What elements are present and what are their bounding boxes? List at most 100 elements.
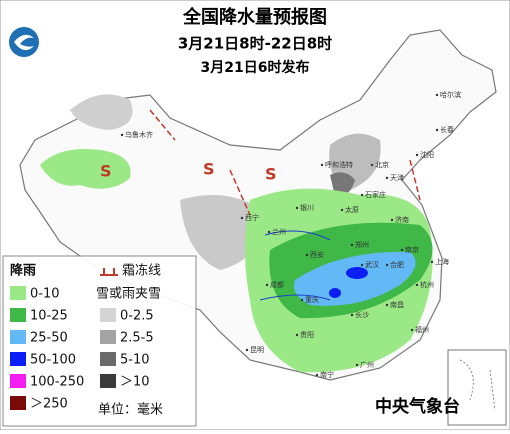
city-label: 天津 bbox=[390, 174, 404, 182]
city-dot bbox=[360, 263, 364, 267]
city-dot bbox=[340, 208, 344, 212]
city-dot bbox=[385, 303, 389, 307]
rain-area bbox=[346, 267, 368, 279]
frost-line bbox=[149, 109, 421, 216]
legend-label: 50-100 bbox=[30, 353, 76, 368]
city-dot bbox=[385, 176, 389, 180]
south-sea-inset bbox=[447, 349, 507, 426]
city-label: 呼和浩特 bbox=[325, 160, 353, 169]
city-dot bbox=[240, 216, 244, 220]
legend-label: 0-10 bbox=[30, 287, 60, 302]
inset-line bbox=[459, 359, 496, 411]
city-label: 沈阳 bbox=[420, 150, 434, 159]
title: 全国降水量预报图 bbox=[182, 6, 327, 28]
city-dot bbox=[415, 283, 419, 287]
city-label: 长沙 bbox=[355, 310, 369, 319]
frost-symbol: S bbox=[203, 160, 215, 179]
legend-label: 25-50 bbox=[30, 331, 68, 346]
unit: 单位：毫米 bbox=[98, 402, 163, 418]
city-dot bbox=[370, 163, 374, 167]
city-dot bbox=[435, 128, 439, 132]
city-label: 太原 bbox=[345, 205, 359, 214]
source: 中央气象台 bbox=[375, 396, 460, 417]
legend-box bbox=[2, 255, 197, 427]
city-dot bbox=[295, 333, 299, 337]
city-label: 长春 bbox=[440, 125, 454, 134]
city-dot bbox=[350, 313, 354, 317]
rain-area bbox=[40, 149, 131, 189]
city-label: 武汉 bbox=[365, 260, 379, 269]
logo-circle bbox=[9, 27, 39, 57]
city-label: 上海 bbox=[435, 257, 449, 266]
city-dot bbox=[400, 248, 404, 252]
legend-swatch bbox=[10, 374, 26, 388]
city-label: 西安 bbox=[310, 250, 324, 259]
legend-title: 雪或雨夹雪 bbox=[96, 287, 161, 302]
issued: 3月21日6时发布 bbox=[201, 59, 310, 76]
city-label: 福州 bbox=[415, 325, 429, 334]
rain-area bbox=[329, 288, 341, 298]
frost-icon bbox=[100, 268, 118, 276]
city-label: 石家庄 bbox=[365, 190, 386, 199]
city-dot bbox=[265, 283, 269, 287]
city-dot bbox=[435, 93, 439, 97]
city-dot bbox=[295, 206, 299, 210]
city-dot bbox=[267, 230, 271, 234]
city-label: 贵阳 bbox=[300, 330, 314, 339]
city-dot bbox=[385, 263, 389, 267]
city-dot bbox=[320, 163, 324, 167]
city-dot bbox=[350, 243, 354, 247]
legend-label: ＞250 bbox=[30, 397, 68, 412]
city-dot bbox=[355, 363, 359, 367]
city-label: 合肥 bbox=[390, 260, 404, 269]
legend-swatch bbox=[100, 330, 116, 344]
legend-swatch bbox=[100, 374, 116, 388]
city-dot bbox=[300, 298, 304, 302]
city-label: 南昌 bbox=[390, 300, 404, 309]
city-label: 济南 bbox=[395, 215, 409, 224]
legend-label: 2.5-5 bbox=[120, 331, 154, 346]
legend-swatch bbox=[10, 308, 26, 322]
city-dot bbox=[305, 253, 309, 257]
legend-title: 霜冻线 bbox=[122, 263, 161, 279]
legend-swatch bbox=[10, 286, 26, 300]
river bbox=[259, 230, 331, 301]
city-label: 杭州 bbox=[420, 280, 434, 289]
logo bbox=[9, 27, 39, 57]
city-dot bbox=[410, 328, 414, 332]
city-label: 兰州 bbox=[272, 227, 286, 236]
snow-area bbox=[70, 94, 133, 130]
city-label: 昆明 bbox=[250, 346, 264, 354]
city-dot bbox=[120, 133, 124, 137]
city-dot bbox=[315, 373, 319, 377]
city-label: 成都 bbox=[270, 280, 284, 289]
legend-label: 5-10 bbox=[120, 353, 150, 368]
legend-swatch bbox=[10, 352, 26, 366]
legend-label: 10-25 bbox=[30, 309, 68, 324]
city-label: 郑州 bbox=[355, 241, 369, 249]
city-dot bbox=[390, 218, 394, 222]
legend-swatch bbox=[10, 396, 26, 410]
frost-symbol: S bbox=[100, 162, 112, 181]
city-dot bbox=[360, 193, 364, 197]
city-label: 哈尔滨 bbox=[440, 90, 461, 99]
frost-symbol: S bbox=[265, 165, 277, 184]
city-label: 广州 bbox=[360, 360, 374, 369]
logo-swirl bbox=[14, 34, 34, 51]
legend: 降雨 0-10 10-25 25-50 50-100 100-250 ＞250 霜冻线雪或雨夹… bbox=[10, 263, 163, 418]
legend-swatch bbox=[100, 352, 116, 366]
period: 3月21日8时-22日8时 bbox=[178, 35, 332, 53]
legend-swatch bbox=[100, 308, 116, 322]
city-label: 乌鲁木齐 bbox=[125, 130, 153, 139]
legend-title: 降雨 bbox=[10, 263, 36, 279]
city-label: 重庆 bbox=[305, 295, 319, 304]
city-dot bbox=[430, 260, 434, 264]
legend-label: ＞10 bbox=[120, 375, 150, 390]
city-label: 南宁 bbox=[320, 370, 334, 379]
city-dot bbox=[245, 348, 249, 352]
city-label: 西宁 bbox=[245, 213, 259, 222]
legend-swatch bbox=[10, 330, 26, 344]
